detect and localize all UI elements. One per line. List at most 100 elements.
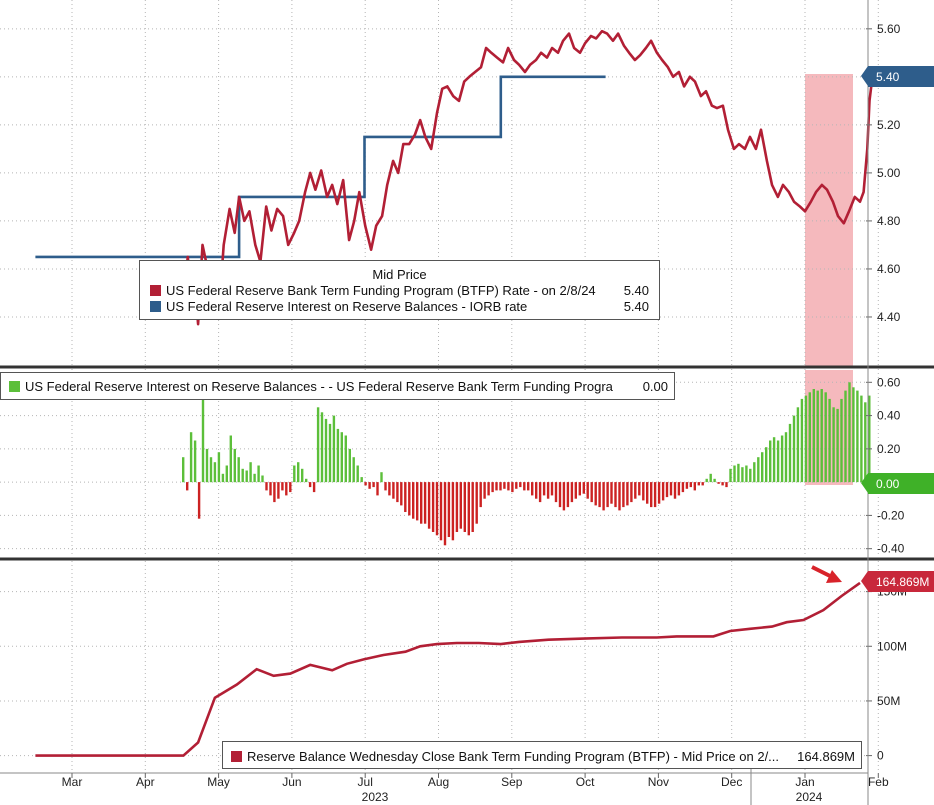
- spread-bar: [622, 482, 625, 508]
- spread-bar: [562, 482, 566, 511]
- spread-bar: [554, 482, 558, 503]
- spread-bar: [344, 435, 347, 483]
- spread-bar: [804, 395, 808, 483]
- month-label: Nov: [648, 775, 669, 789]
- spread-bar: [209, 457, 213, 483]
- month-label: Dec: [721, 775, 742, 789]
- legend-value: 0.00: [642, 378, 668, 394]
- spread-bar: [661, 482, 665, 501]
- spread-bar: [479, 482, 482, 508]
- spread-bar: [642, 482, 645, 501]
- spread-bar: [368, 482, 371, 489]
- spread-bar: [606, 482, 609, 508]
- rate-legend[interactable]: Mid Price US Federal Reserve Bank Term F…: [139, 260, 660, 320]
- legend-item-iorb[interactable]: US Federal Reserve Interest on Reserve B…: [150, 298, 649, 314]
- spread-bar: [523, 482, 526, 491]
- y-tick-label: 100M: [877, 639, 907, 653]
- rate-last-value-badge: 5.40: [861, 66, 934, 87]
- spread-bar: [241, 468, 244, 483]
- spread-bar: [646, 482, 649, 504]
- spread-bar: [538, 482, 542, 503]
- spread-bar: [741, 467, 744, 483]
- spread-bar: [201, 395, 205, 483]
- month-label: Jan: [795, 775, 814, 789]
- spread-bar: [673, 482, 677, 499]
- spread-bar: [638, 482, 641, 496]
- y-tick-label: 5.20: [877, 118, 901, 132]
- spread-bar: [412, 482, 415, 519]
- legend-item-btfp[interactable]: US Federal Reserve Bank Term Funding Pro…: [150, 282, 649, 298]
- spread-bar: [602, 482, 605, 511]
- month-label: Mar: [62, 775, 83, 789]
- legend-value: 5.40: [623, 282, 649, 298]
- spread-bar: [546, 482, 550, 499]
- spread-bar: [566, 482, 570, 508]
- spread-bar: [729, 468, 732, 483]
- btfp-swatch-icon: [150, 284, 161, 296]
- spread-bar: [285, 482, 288, 496]
- month-tick-labels: Mar Apr May Jun Jul Aug Sep Oct Nov Dec Jan Feb: [62, 773, 889, 789]
- spread-bar: [499, 482, 502, 491]
- spread-bar: [459, 482, 462, 529]
- spread-bar: [832, 407, 835, 483]
- legend-item-balance[interactable]: Reserve Balance Wednesday Close Bank Ter…: [231, 748, 855, 764]
- y-tick-label: 0.60: [877, 375, 901, 389]
- spread-bar: [277, 482, 280, 499]
- spread-bar: [590, 482, 593, 503]
- legend-title: Mid Price: [372, 267, 427, 282]
- spread-bar: [491, 482, 494, 493]
- spread-bar: [800, 398, 804, 483]
- spread-bar: [507, 482, 510, 491]
- spread-bar: [265, 482, 268, 491]
- iorb-swatch-icon: [150, 300, 161, 312]
- spread-bar: [582, 482, 585, 494]
- y-tick-label: -0.20: [877, 508, 905, 522]
- legend-item-spread[interactable]: US Federal Reserve Interest on Reserve B…: [9, 378, 668, 394]
- y-tick-label: 0.40: [877, 409, 901, 423]
- month-label: Oct: [576, 775, 595, 789]
- spread-bar: [753, 462, 756, 483]
- btfp-rate-line: [182, 29, 875, 326]
- spread-bar: [463, 482, 466, 532]
- spread-bar: [535, 482, 538, 499]
- spread-bar: [570, 482, 574, 503]
- balance-swatch-icon: [231, 750, 242, 762]
- btfp-balance-line: [35, 581, 861, 757]
- spread-bar: [653, 482, 657, 508]
- spread-bar: [324, 418, 328, 483]
- spread-bar: [816, 390, 819, 483]
- y-tick-label: -0.40: [877, 542, 905, 556]
- spread-bar: [808, 392, 811, 483]
- spread-bar: [578, 482, 581, 496]
- spread-bar: [721, 482, 724, 486]
- spread-bar: [305, 478, 308, 483]
- balance-legend[interactable]: Reserve Balance Wednesday Close Bank Ter…: [222, 741, 862, 769]
- spread-bar: [221, 473, 225, 483]
- spread-bar: [689, 482, 692, 488]
- spread-bar: [297, 462, 300, 483]
- spread-bar: [451, 482, 455, 541]
- spread-bar: [840, 398, 843, 483]
- spread-bar: [824, 392, 827, 483]
- month-label: Sep: [501, 775, 523, 789]
- spread-bar: [511, 482, 514, 493]
- legend-label: US Federal Reserve Interest on Reserve B…: [25, 378, 613, 394]
- spread-bar: [769, 440, 772, 483]
- spread-bar: [356, 465, 359, 483]
- y-tick-label: 4.60: [877, 262, 901, 276]
- spread-bar: [400, 482, 403, 506]
- spread-bar: [713, 478, 716, 483]
- spread-bar: [697, 482, 700, 486]
- spread-bar: [677, 482, 681, 496]
- spread-bar: [836, 408, 839, 483]
- spread-bar: [237, 457, 240, 483]
- spread-bar: [217, 452, 221, 483]
- spread-bar: [281, 482, 284, 491]
- spread-bar: [860, 395, 863, 483]
- spread-bar: [404, 482, 407, 512]
- spread-bar: [431, 482, 435, 532]
- y-tick-label: 5.60: [877, 22, 901, 36]
- spread-bar: [542, 482, 546, 496]
- spread-legend[interactable]: US Federal Reserve Interest on Reserve B…: [0, 372, 675, 400]
- spread-bar: [483, 482, 486, 499]
